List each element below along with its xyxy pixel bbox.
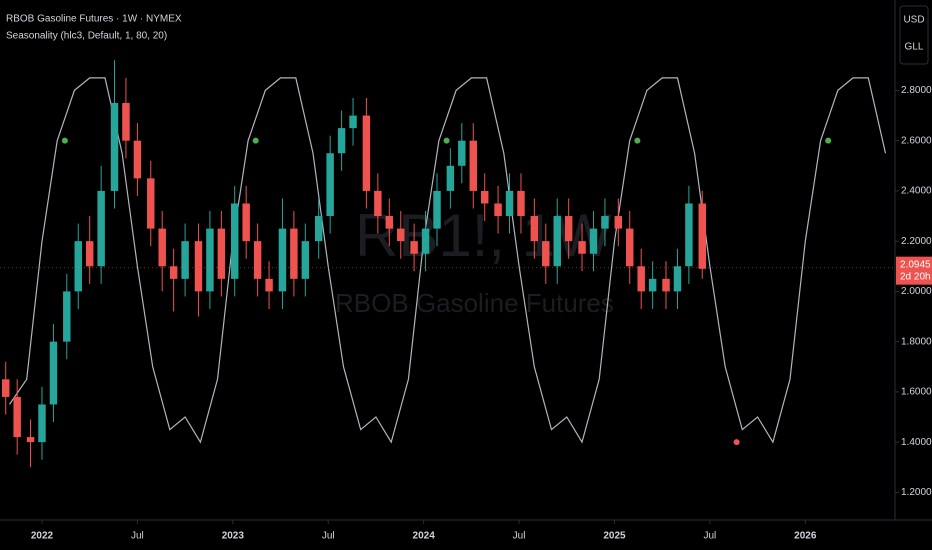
candle-body (217, 228, 226, 279)
candle-body (626, 228, 634, 267)
candle-body (242, 203, 250, 242)
signal-dot (443, 137, 450, 144)
candle-body (181, 241, 189, 279)
candle-body (169, 266, 178, 279)
candle-body (49, 341, 58, 405)
watermark-sub: RBOB Gasoline Futures (335, 288, 614, 318)
candle-body (433, 190, 441, 229)
x-tick-label: Jul (703, 531, 716, 542)
candle-body (231, 203, 239, 279)
candle-body (505, 190, 514, 217)
candle-body (13, 396, 21, 438)
candle-body (542, 241, 550, 267)
candle-body (337, 128, 346, 154)
last-price-tag (896, 256, 932, 285)
last-price-label: 2.0945 (900, 259, 931, 270)
candle-body (147, 178, 155, 229)
candle-body (673, 266, 682, 292)
candle-body (614, 216, 623, 229)
signal-dot (733, 439, 740, 446)
candle-body (63, 291, 71, 342)
y-tick-label: 2.4000 (901, 186, 932, 197)
signal-dot (825, 137, 832, 144)
x-tick-label: 2024 (413, 531, 436, 542)
x-tick-label: 2026 (794, 531, 817, 542)
candle-body (637, 266, 645, 292)
candle-body (278, 228, 287, 292)
candle-body (601, 216, 609, 229)
candle-body (133, 140, 142, 179)
indicator-label: Seasonality (hlc3, Default, 1, 80, 20) (6, 31, 167, 42)
candle-body (458, 140, 466, 166)
candle-body (253, 241, 262, 279)
candle-body (446, 165, 455, 191)
x-tick-label: Jul (513, 531, 526, 542)
candle-body (494, 203, 502, 217)
candle-body (349, 115, 357, 129)
candle-body (110, 102, 119, 191)
candle-body (122, 102, 130, 141)
x-tick-label: 2023 (222, 531, 245, 542)
candle-body (301, 241, 310, 279)
x-tick-label: Jul (322, 531, 335, 542)
signal-dot (634, 137, 641, 144)
y-tick-label: 2.8000 (901, 85, 932, 96)
candle-body (397, 228, 405, 242)
signal-dot (61, 137, 68, 144)
candle-body (38, 404, 46, 443)
seasonality-line (9, 77, 887, 444)
y-tick-label: 1.2000 (901, 487, 932, 498)
candle-body (206, 228, 214, 292)
candle-body (553, 216, 561, 267)
candle-body (326, 153, 334, 217)
signal-dot (252, 137, 259, 144)
candle-body (74, 241, 82, 292)
candle-body (469, 140, 477, 191)
candle-body (158, 228, 166, 267)
y-tick-label: 2.2000 (901, 236, 932, 247)
candle-body (314, 216, 323, 242)
candle-body (2, 379, 10, 397)
currency-button[interactable]: USD (903, 15, 924, 26)
candle-body (564, 216, 573, 242)
candle-body (480, 190, 489, 204)
unit-button[interactable]: GLL (905, 42, 924, 53)
candle-body (26, 437, 35, 443)
candle-body (421, 228, 430, 254)
y-tick-label: 1.4000 (901, 437, 932, 448)
y-tick-label: 2.6000 (901, 135, 932, 146)
y-tick-label: 2.0000 (901, 286, 932, 297)
x-tick-label: 2025 (603, 531, 626, 542)
candle-body (410, 241, 418, 254)
currency-box[interactable] (899, 5, 929, 65)
candle-body (362, 115, 371, 191)
x-tick-label: Jul (131, 531, 144, 542)
candle-body (374, 190, 382, 217)
countdown-label: 2d 20h (900, 271, 931, 282)
plot (0, 60, 895, 468)
candle-body (698, 203, 706, 269)
candle-body (648, 278, 657, 292)
watermark: RB1!, 1W (355, 202, 612, 269)
candle-body (194, 241, 203, 292)
x-tick-label: 2022 (31, 531, 54, 542)
candle-body (578, 241, 586, 254)
chart-title: RBOB Gasoline Futures · 1W · NYMEX (6, 14, 182, 25)
candle-body (385, 216, 394, 229)
candle-body (662, 278, 670, 292)
candle-body (517, 190, 525, 217)
candle-body (685, 203, 693, 267)
candle-body (265, 278, 273, 292)
y-tick-label: 1.6000 (901, 387, 932, 398)
candle-body (85, 241, 94, 267)
candle-body (530, 216, 539, 242)
candle-body (290, 228, 298, 279)
candle-body (589, 228, 598, 254)
y-tick-label: 1.8000 (901, 336, 932, 347)
candle-body (97, 190, 105, 267)
